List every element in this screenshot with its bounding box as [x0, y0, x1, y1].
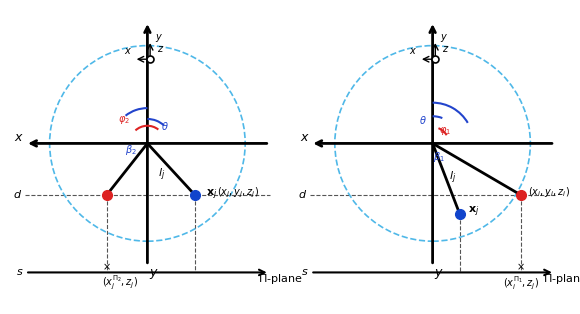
- Text: y: y: [155, 32, 161, 42]
- Text: z: z: [157, 44, 162, 54]
- Text: ×: ×: [517, 262, 525, 272]
- Text: $\beta_2$: $\beta_2$: [125, 143, 137, 157]
- Text: y: y: [434, 266, 442, 279]
- Text: s: s: [17, 268, 23, 278]
- Text: $(x_i^{\Pi_1}, z_j)$: $(x_i^{\Pi_1}, z_j)$: [503, 274, 539, 292]
- Text: x: x: [409, 46, 415, 56]
- Text: d: d: [299, 190, 306, 200]
- Text: $(x_i, y_i, z_i)$: $(x_i, y_i, z_i)$: [528, 185, 570, 199]
- Text: y: y: [441, 32, 447, 42]
- Text: $\beta_1$: $\beta_1$: [433, 150, 445, 164]
- Text: $(x_j, y_j, z_j)$: $(x_j, y_j, z_j)$: [217, 185, 259, 199]
- Text: x: x: [124, 46, 130, 56]
- Text: $\varphi_1$: $\varphi_1$: [439, 125, 451, 137]
- Text: $\varphi_2$: $\varphi_2$: [118, 114, 130, 126]
- Text: d: d: [13, 190, 21, 200]
- Text: $\Pi$-plane: $\Pi$-plane: [543, 272, 580, 286]
- Text: ×: ×: [103, 262, 111, 272]
- Text: x: x: [14, 132, 22, 144]
- Text: y: y: [149, 266, 157, 279]
- Text: $\mathbf{x}_j$: $\mathbf{x}_j$: [468, 204, 479, 219]
- Text: $\Pi$-plane: $\Pi$-plane: [258, 272, 303, 286]
- Text: $(x_j^{\Pi_2}, z_j)$: $(x_j^{\Pi_2}, z_j)$: [102, 274, 138, 292]
- Text: $\theta$: $\theta$: [419, 114, 427, 126]
- Text: $\theta$: $\theta$: [161, 120, 169, 132]
- Text: s: s: [302, 268, 308, 278]
- Text: z: z: [442, 44, 447, 54]
- Text: $\mathbf{x}_j$: $\mathbf{x}_j$: [206, 188, 218, 202]
- Text: $l_j$: $l_j$: [449, 169, 456, 186]
- Text: $l_j$: $l_j$: [158, 166, 165, 183]
- Text: x: x: [300, 132, 307, 144]
